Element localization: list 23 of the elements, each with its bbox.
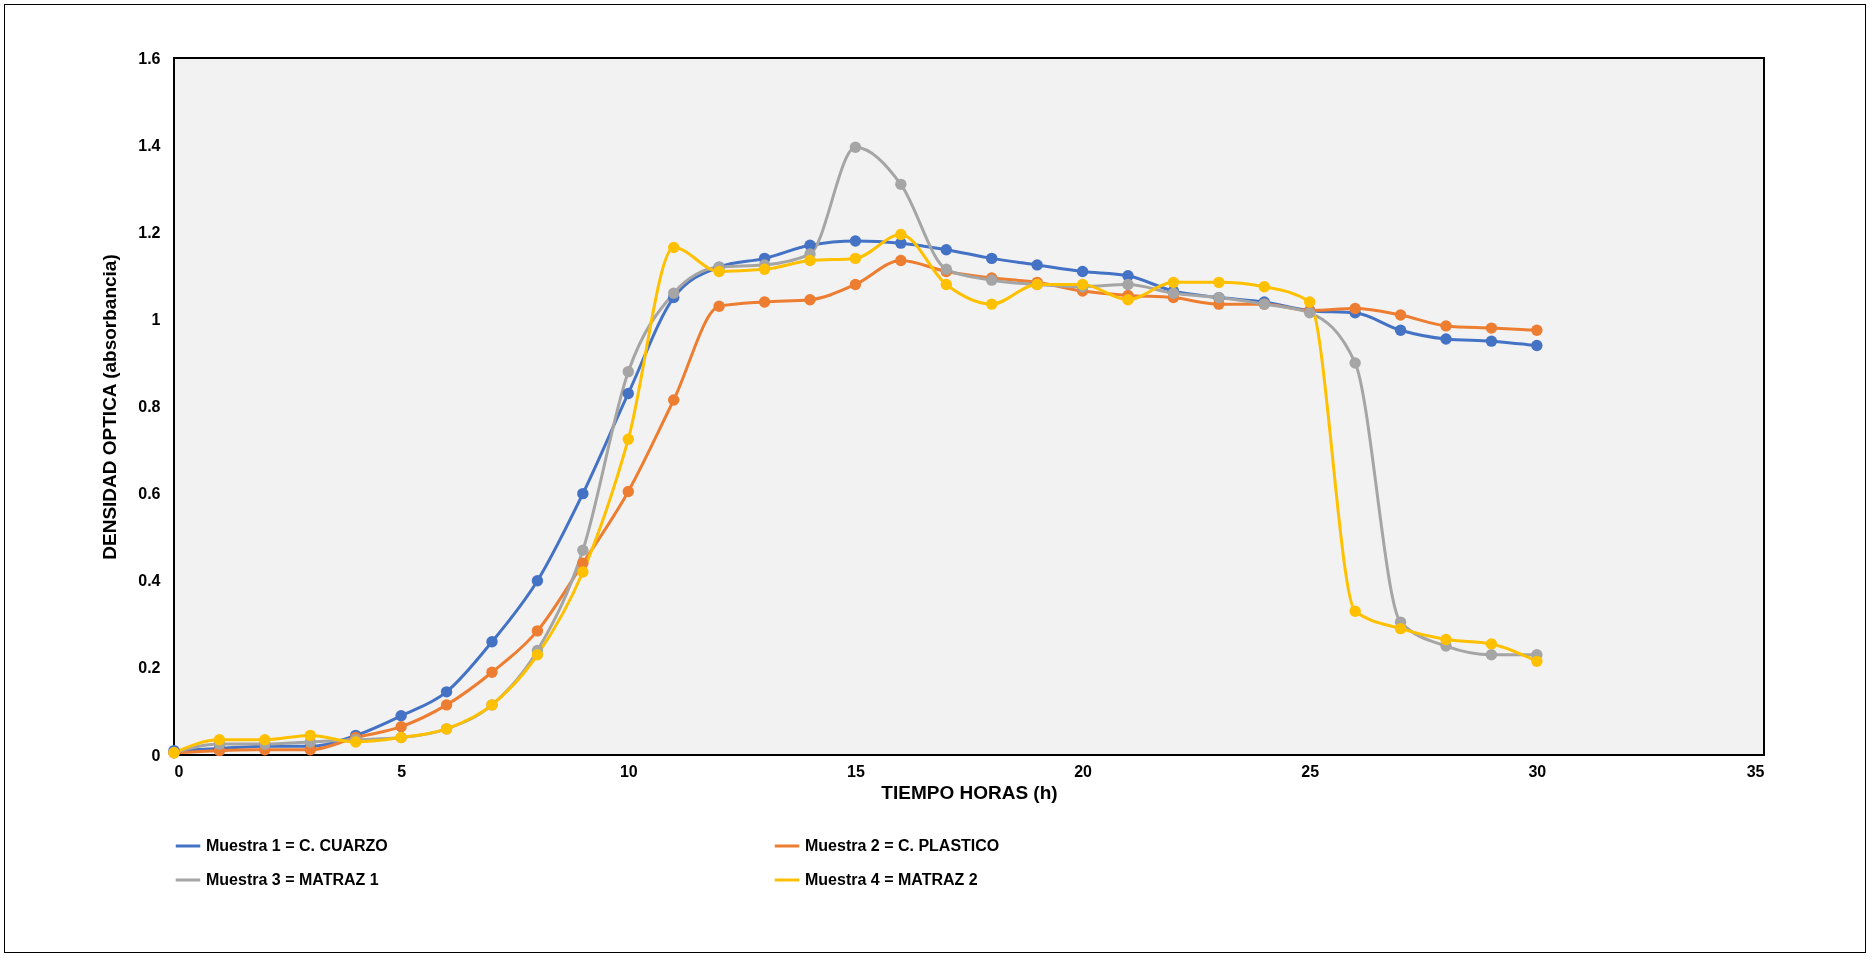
x-tick-label: 35 bbox=[1746, 762, 1765, 780]
x-tick-label: 0 bbox=[174, 762, 184, 780]
y-tick-label: 0.8 bbox=[138, 398, 161, 415]
y-axis-title: DENSIDAD OPTICA (absorbancia) bbox=[99, 254, 121, 560]
y-tick-label: 0.6 bbox=[138, 485, 161, 503]
x-tick-label: 30 bbox=[1528, 762, 1547, 780]
legend-label: Muestra 2 = C. PLASTICO bbox=[805, 837, 1000, 854]
x-tick-label: 25 bbox=[1301, 762, 1320, 780]
y-tick-label: 1.2 bbox=[138, 223, 161, 241]
x-axis-title: TIEMPO HORAS (h) bbox=[881, 781, 1058, 803]
y-tick-label: 0 bbox=[151, 746, 161, 764]
x-tick-label: 10 bbox=[619, 762, 638, 780]
legend-label: Muestra 4 = MATRAZ 2 bbox=[805, 871, 978, 888]
y-tick-label: 1.4 bbox=[138, 136, 161, 154]
y-tick-label: 1 bbox=[151, 310, 161, 328]
x-tick-label: 15 bbox=[847, 762, 865, 780]
x-tick-label: 20 bbox=[1074, 762, 1093, 780]
x-tick-label: 5 bbox=[397, 762, 407, 780]
y-tick-label: 0.4 bbox=[138, 572, 161, 590]
legend-label: Muestra 3 = MATRAZ 1 bbox=[206, 871, 379, 888]
legend-label: Muestra 1 = C. CUARZO bbox=[206, 837, 388, 854]
y-tick-label: 1.6 bbox=[138, 49, 161, 67]
y-tick-label: 0.2 bbox=[138, 659, 161, 677]
